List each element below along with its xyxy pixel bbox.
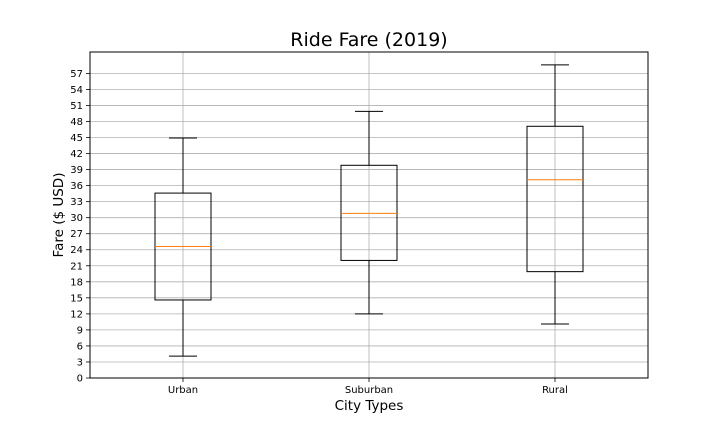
y-tick-label: 39 bbox=[70, 165, 83, 176]
y-tick-label: 33 bbox=[70, 197, 83, 208]
y-tick-label: 0 bbox=[77, 374, 83, 385]
y-tick-label: 18 bbox=[70, 277, 83, 288]
y-tick-label: 6 bbox=[77, 341, 83, 352]
y-axis-label: Fare ($ USD) bbox=[51, 173, 67, 258]
y-tick-label: 9 bbox=[77, 325, 83, 336]
y-tick-label: 48 bbox=[70, 117, 83, 128]
plot-frame bbox=[89, 51, 649, 379]
y-tick-label: 54 bbox=[70, 85, 83, 96]
x-axis-label: City Types bbox=[335, 398, 404, 414]
y-tick-label: 42 bbox=[70, 149, 83, 160]
box-rural bbox=[526, 64, 584, 325]
y-tick-label: 30 bbox=[70, 213, 83, 224]
y-tick-label: 51 bbox=[70, 101, 83, 112]
box-urban bbox=[154, 137, 212, 357]
box-series bbox=[154, 64, 584, 357]
box-iqr bbox=[340, 164, 398, 261]
y-tick-label: 57 bbox=[70, 69, 83, 80]
box-suburban bbox=[340, 110, 398, 315]
x-tick-label: Urban bbox=[168, 385, 198, 396]
chart-title: Ride Fare (2019) bbox=[290, 29, 447, 51]
box-iqr bbox=[526, 125, 584, 273]
y-tick-label: 45 bbox=[70, 133, 83, 144]
y-tick-label: 21 bbox=[70, 261, 83, 272]
x-tick-label: Suburban bbox=[345, 385, 393, 396]
y-tick-label: 36 bbox=[70, 181, 83, 192]
axes: 036912151821242730333639424548515457Urba… bbox=[70, 51, 649, 396]
x-tick-label: Rural bbox=[542, 385, 568, 396]
y-tick-label: 27 bbox=[70, 229, 83, 240]
y-tick-label: 24 bbox=[70, 245, 83, 256]
y-tick-label: 3 bbox=[77, 357, 83, 368]
y-tick-label: 12 bbox=[70, 309, 83, 320]
y-tick-label: 15 bbox=[70, 293, 83, 304]
